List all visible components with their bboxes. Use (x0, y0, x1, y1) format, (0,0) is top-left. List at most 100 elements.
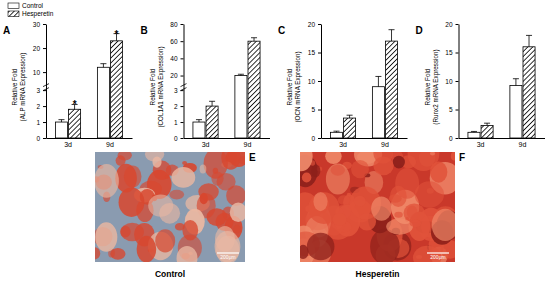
x-axis-line (459, 138, 545, 139)
y-tick: 10 (445, 78, 458, 85)
legend-label: Hesperetin (22, 10, 54, 18)
y-tick-label: 15 (308, 49, 316, 56)
y-tick-label: 1 (36, 119, 40, 126)
error-cap (513, 78, 519, 79)
bar (55, 122, 67, 138)
y-tick-label: 1 (174, 119, 178, 126)
axis-break (181, 88, 187, 91)
y-tick-label: 3 (36, 87, 40, 94)
stain-blob (389, 194, 402, 202)
stain-blob (169, 190, 184, 200)
y-tick-mark (318, 53, 321, 54)
bar (523, 47, 535, 138)
x-tick-label: 9d (519, 141, 527, 148)
plot-marks (55, 34, 122, 138)
y-tick-mark (181, 138, 184, 139)
error-cap (100, 63, 106, 64)
stain-blob (331, 165, 345, 176)
x-axis: 3d 9d (47, 139, 133, 148)
error-cap (251, 37, 257, 38)
stain-blob (230, 202, 245, 222)
y-tick: 1 (174, 119, 184, 126)
x-axis-line (184, 138, 270, 139)
bar (510, 86, 522, 138)
x-tick-label: 9d (106, 141, 114, 148)
error-stem (212, 101, 213, 106)
y-axis-title: (Runx2 mRNA Expression) (432, 49, 440, 124)
y-tick-mark (456, 81, 459, 82)
y-tick-label: 20 (445, 21, 453, 28)
y-tick-mark (318, 24, 321, 25)
error-cap (58, 119, 64, 120)
y-tick: 5 (311, 106, 321, 113)
error-cap (389, 29, 395, 30)
figure: **01231020303d9dRelative Fold(ALP mRNA E… (0, 0, 550, 282)
micrograph-image (300, 152, 455, 262)
legend-swatch (8, 11, 19, 17)
y-tick: 1 (36, 119, 46, 126)
x-tick-label: 3d (477, 141, 485, 148)
stain-blob (155, 229, 175, 252)
axis-break (43, 84, 49, 87)
stain-blob (118, 152, 132, 160)
legend-label: Control (22, 2, 44, 9)
error-bar (471, 131, 477, 133)
y-tick-mark (456, 110, 459, 111)
error-cap (347, 115, 353, 116)
panel-label: A (3, 25, 10, 36)
stain-blob (371, 196, 392, 220)
y-axis-title: (COL1A1 mRNA Expression) (157, 46, 165, 127)
y-tick: 20 (308, 21, 321, 28)
error-stem (349, 115, 350, 118)
stain-blob (404, 203, 425, 222)
y-tick-label: 5 (449, 106, 453, 113)
stain-blob (300, 152, 313, 171)
y-tick: 5 (449, 106, 459, 113)
stain-blob (302, 172, 311, 182)
y-tick-label: 60 (170, 38, 178, 45)
stain-blob (95, 164, 119, 198)
y-tick-mark (456, 138, 459, 139)
y-tick-mark (318, 81, 321, 82)
y-tick-label: 20 (170, 72, 178, 79)
stain-blob (351, 160, 369, 178)
bar (248, 41, 260, 138)
panel: **01231020303d9dRelative Fold(ALP mRNA E… (3, 2, 133, 148)
y-axis: 05101520 (445, 21, 459, 142)
y-tick: 0 (36, 135, 46, 142)
stain-blob (95, 222, 117, 251)
panel: 051015203d9dRelative Fold(Runx2 mRNA Exp… (416, 21, 546, 148)
y-tick: 0 (449, 135, 459, 142)
x-axis: 3d9d (322, 139, 408, 148)
error-cap (484, 123, 490, 124)
stain-blob (354, 196, 366, 207)
y-tick: 60 (170, 38, 183, 45)
y-tick-mark (181, 76, 184, 77)
plot-marks (468, 35, 535, 138)
y-tick-label: 0 (449, 135, 453, 142)
error-cap (526, 35, 532, 36)
y-tick: 30 (33, 21, 46, 28)
bar (330, 132, 342, 138)
y-tick-mark (181, 41, 184, 42)
panel: 051015203d9dRelative Fold(OCN mRNA Expre… (278, 21, 408, 148)
y-tick-label: 2 (174, 103, 178, 110)
stain-blob (338, 195, 351, 205)
error-bar (196, 120, 202, 122)
y-tick-label: 30 (33, 21, 41, 28)
y-tick: 15 (308, 49, 321, 56)
y-tick-mark (43, 48, 46, 49)
y-tick-label: 40 (170, 55, 178, 62)
error-stem (254, 38, 255, 41)
x-tick-label: 3d (64, 141, 72, 148)
error-stem (391, 30, 392, 41)
error-cap (471, 131, 477, 132)
y-axis-line (321, 25, 322, 139)
error-bar (526, 35, 532, 46)
error-cap (209, 101, 215, 102)
y-tick-label: 0 (311, 135, 315, 142)
stain-blob (326, 163, 350, 194)
plot-marks (193, 38, 260, 138)
x-tick-label: 3d (202, 141, 210, 148)
y-tick-label: 2 (36, 103, 40, 110)
